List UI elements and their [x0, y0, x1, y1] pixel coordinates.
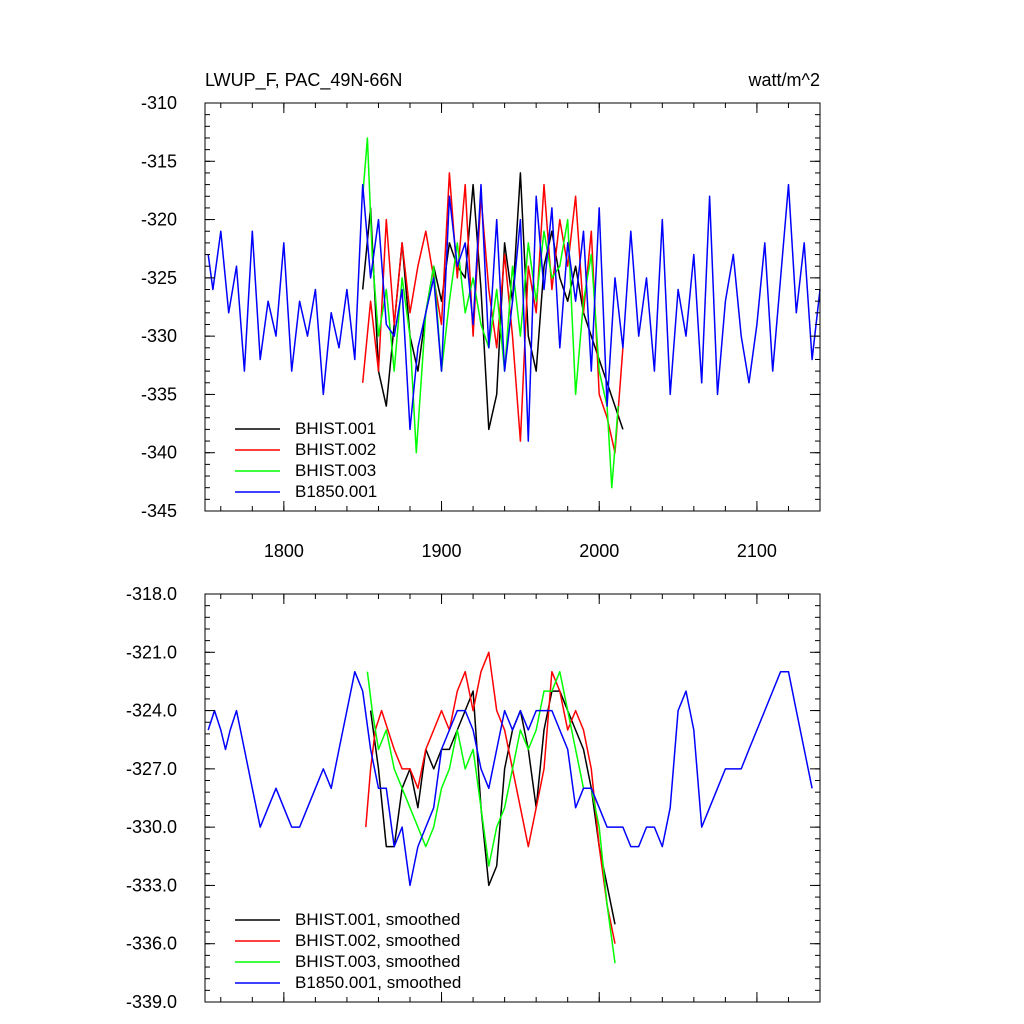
y-tick-label: -333.0 — [126, 875, 177, 895]
legend-label: B1850.001, smoothed — [295, 973, 461, 992]
series-line-3 — [207, 183, 821, 442]
y-tick-label: -324.0 — [126, 701, 177, 721]
legend-label: BHIST.002 — [295, 440, 376, 459]
plot-frame — [204, 102, 821, 512]
legend-label: BHIST.001 — [295, 419, 376, 438]
legend-label: B1850.001 — [295, 482, 377, 501]
y-tick-label: -315 — [141, 151, 177, 171]
plot-frame — [204, 593, 821, 1003]
y-tick-label: -321.0 — [126, 642, 177, 662]
legend-label: BHIST.003, smoothed — [295, 952, 460, 971]
top-panel: LWUP_F, PAC_49N-66N watt/m^2 -345 -340 -33… — [141, 70, 821, 561]
legend: BHIST.001, smoothed BHIST.002, smoothed BH… — [235, 910, 461, 992]
axis-ticks: -339.0 -336.0 -333.0 -330.0 -327.0 -324.0 -321… — [126, 584, 821, 1012]
legend-label: BHIST.003 — [295, 461, 376, 480]
series-line-2 — [366, 670, 616, 964]
series-line-0 — [369, 690, 616, 925]
y-tick-label: -340 — [141, 443, 177, 463]
axis-ticks: -345 -340 -335 -330 -325 -320 -315 -310 1800 1900… — [141, 93, 821, 561]
x-tick-label: 2100 — [737, 541, 777, 561]
y-tick-label: -318.0 — [126, 584, 177, 604]
y-tick-label: -339.0 — [126, 992, 177, 1012]
y-tick-label: -345 — [141, 501, 177, 521]
y-tick-label: -327.0 — [126, 759, 177, 779]
x-tick-label: 1800 — [264, 541, 304, 561]
y-tick-label: -310 — [141, 93, 177, 113]
y-tick-label: -330 — [141, 326, 177, 346]
y-tick-label: -330.0 — [126, 817, 177, 837]
chart-title: LWUP_F, PAC_49N-66N — [205, 70, 402, 91]
bottom-panel: -339.0 -336.0 -333.0 -330.0 -327.0 -324.0 -321… — [126, 584, 821, 1012]
y-tick-label: -335 — [141, 384, 177, 404]
series-lines — [207, 137, 821, 489]
legend-label: BHIST.002, smoothed — [295, 931, 460, 950]
units-label: watt/m^2 — [748, 70, 820, 90]
legend: BHIST.001 BHIST.002 BHIST.003 B1850.001 — [235, 419, 377, 501]
y-tick-label: -320 — [141, 210, 177, 230]
series-line-0 — [361, 172, 624, 431]
series-line-3 — [207, 670, 813, 887]
x-tick-label: 1900 — [422, 541, 462, 561]
y-tick-label: -336.0 — [126, 934, 177, 954]
series-lines — [207, 651, 813, 964]
x-tick-label: 2000 — [579, 541, 619, 561]
legend-label: BHIST.001, smoothed — [295, 910, 460, 929]
y-tick-label: -325 — [141, 268, 177, 288]
series-line-1 — [365, 651, 616, 944]
